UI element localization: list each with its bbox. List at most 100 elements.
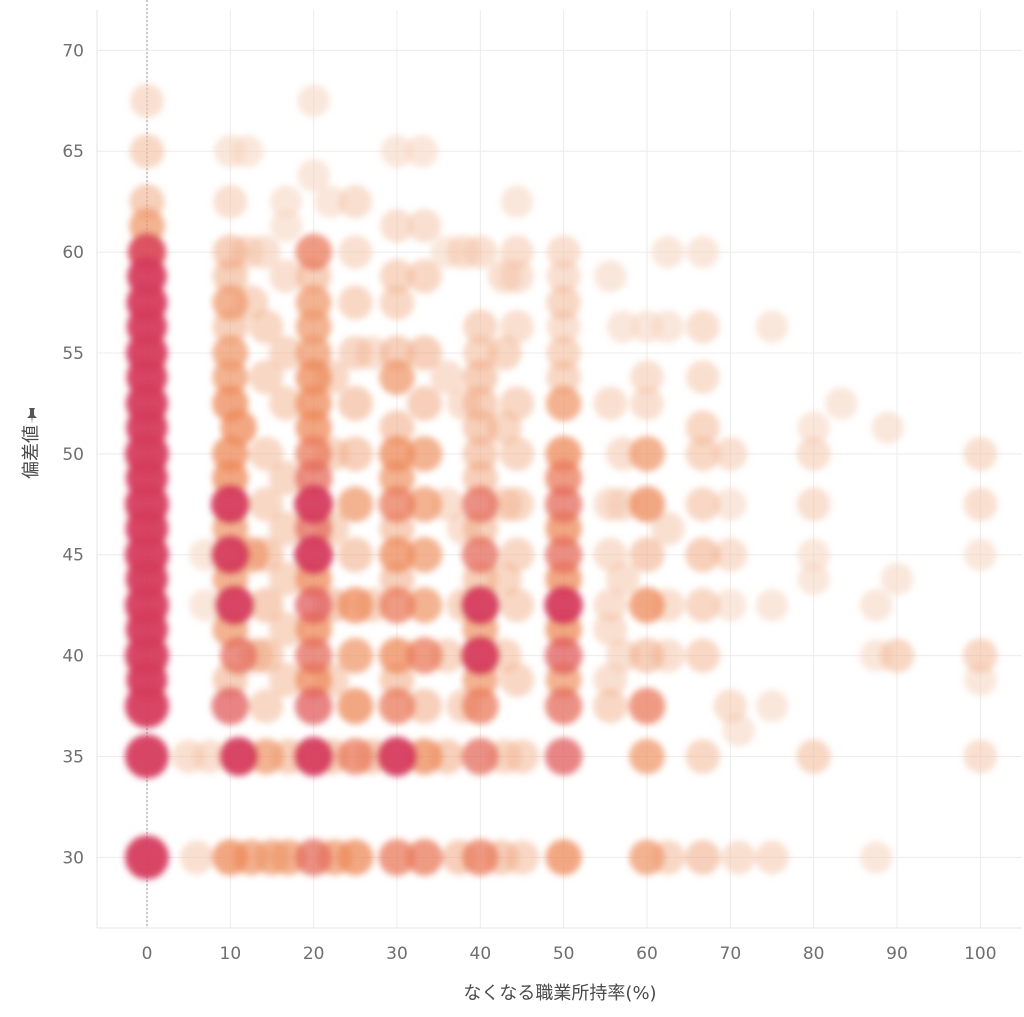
data-point[interactable] — [685, 839, 721, 875]
data-point[interactable] — [651, 310, 685, 344]
data-point[interactable] — [337, 385, 373, 422]
data-point[interactable] — [593, 386, 628, 421]
data-point[interactable] — [499, 386, 535, 421]
data-point[interactable] — [499, 436, 535, 472]
data-point[interactable] — [219, 636, 258, 675]
data-point[interactable] — [338, 184, 373, 219]
data-point[interactable] — [713, 437, 748, 471]
data-point[interactable] — [500, 259, 534, 294]
data-point[interactable] — [714, 488, 747, 521]
data-point[interactable] — [380, 134, 414, 168]
data-point[interactable] — [295, 233, 333, 271]
data-point[interactable] — [797, 538, 830, 572]
data-point[interactable] — [295, 409, 332, 446]
data-point[interactable] — [713, 537, 748, 572]
data-point[interactable] — [125, 684, 169, 729]
data-point[interactable] — [487, 335, 522, 371]
data-point[interactable] — [294, 838, 333, 877]
data-point[interactable] — [337, 687, 374, 725]
data-point[interactable] — [269, 259, 304, 294]
data-point[interactable] — [462, 410, 498, 446]
data-point[interactable] — [337, 637, 374, 674]
data-point[interactable] — [685, 360, 720, 395]
data-point[interactable] — [248, 587, 284, 623]
data-point[interactable] — [294, 586, 333, 625]
data-point[interactable] — [171, 739, 206, 774]
data-point[interactable] — [219, 737, 259, 777]
data-point[interactable] — [651, 235, 685, 269]
data-point[interactable] — [295, 308, 332, 345]
data-point[interactable] — [213, 184, 248, 219]
data-point[interactable] — [500, 235, 534, 269]
data-point[interactable] — [337, 587, 374, 624]
data-point[interactable] — [796, 739, 831, 774]
data-point[interactable] — [499, 662, 535, 698]
data-point[interactable] — [248, 309, 284, 345]
data-point[interactable] — [461, 536, 500, 574]
data-point[interactable] — [248, 738, 285, 775]
data-point[interactable] — [337, 436, 373, 472]
data-point[interactable] — [268, 386, 304, 421]
data-point[interactable] — [797, 411, 830, 444]
data-point[interactable] — [430, 360, 464, 395]
data-point[interactable] — [338, 235, 373, 269]
data-point[interactable] — [378, 586, 416, 624]
data-point[interactable] — [964, 538, 997, 572]
data-point[interactable] — [380, 209, 414, 243]
data-point[interactable] — [378, 838, 416, 876]
data-point[interactable] — [463, 309, 498, 345]
data-point[interactable] — [212, 234, 248, 270]
data-point[interactable] — [130, 83, 164, 118]
data-point[interactable] — [268, 561, 304, 597]
data-point[interactable] — [504, 739, 540, 774]
data-point[interactable] — [545, 459, 583, 497]
data-point[interactable] — [544, 585, 583, 625]
data-point[interactable] — [248, 688, 284, 724]
data-point[interactable] — [379, 285, 415, 320]
data-point[interactable] — [879, 638, 915, 673]
data-point[interactable] — [405, 134, 439, 168]
data-point[interactable] — [606, 310, 640, 344]
data-point[interactable] — [463, 235, 498, 269]
data-point[interactable] — [629, 638, 665, 674]
data-point[interactable] — [462, 385, 498, 422]
data-point[interactable] — [126, 332, 168, 374]
data-point[interactable] — [871, 411, 905, 444]
data-point[interactable] — [293, 535, 334, 575]
data-point[interactable] — [629, 738, 665, 775]
data-point[interactable] — [462, 460, 498, 496]
data-point[interactable] — [594, 260, 627, 293]
data-point[interactable] — [721, 840, 756, 875]
data-point[interactable] — [406, 385, 443, 422]
data-point[interactable] — [544, 485, 583, 523]
data-point[interactable] — [268, 612, 304, 647]
data-point[interactable] — [248, 638, 284, 674]
data-point[interactable] — [629, 839, 665, 876]
data-point[interactable] — [500, 309, 534, 344]
data-point[interactable] — [189, 588, 222, 622]
data-point[interactable] — [460, 636, 500, 676]
data-point[interactable] — [685, 587, 721, 623]
data-point[interactable] — [544, 536, 583, 574]
data-point[interactable] — [406, 688, 443, 724]
data-point[interactable] — [462, 436, 498, 472]
data-point[interactable] — [593, 688, 628, 724]
data-point[interactable] — [379, 410, 415, 446]
pin-icon[interactable] — [27, 408, 37, 424]
data-point[interactable] — [963, 487, 998, 522]
data-point[interactable] — [268, 335, 304, 371]
data-point[interactable] — [210, 484, 250, 524]
data-point[interactable] — [628, 687, 666, 725]
data-point[interactable] — [406, 335, 443, 371]
data-point[interactable] — [546, 335, 581, 371]
data-point[interactable] — [629, 435, 665, 472]
data-point[interactable] — [268, 662, 304, 698]
data-point[interactable] — [859, 841, 893, 874]
data-point[interactable] — [338, 335, 373, 371]
data-point[interactable] — [406, 486, 443, 523]
data-point[interactable] — [248, 436, 284, 472]
data-point[interactable] — [125, 583, 169, 628]
data-point[interactable] — [859, 588, 893, 622]
data-point[interactable] — [406, 838, 443, 876]
data-point[interactable] — [248, 487, 284, 522]
